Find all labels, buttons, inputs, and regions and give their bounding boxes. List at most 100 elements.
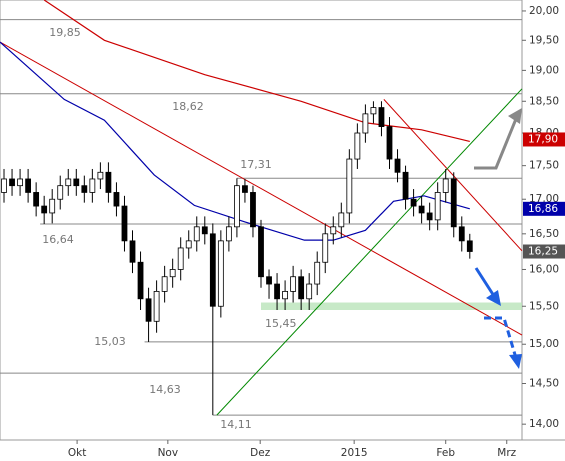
- x-tick-label: Nov: [158, 447, 179, 459]
- candle-body: [298, 276, 305, 300]
- candle-body: [17, 178, 23, 187]
- candle-body: [442, 178, 449, 193]
- price-box-label: 16,86: [528, 203, 558, 215]
- price-box: [523, 244, 565, 259]
- candle-body: [73, 178, 80, 187]
- level-label: 19,85: [49, 26, 81, 39]
- level-label: 15,03: [94, 335, 126, 348]
- candle-body: [282, 290, 288, 300]
- candle-body: [185, 240, 192, 249]
- candle-body: [105, 171, 112, 193]
- y-tick-label: 19,50: [529, 34, 559, 46]
- candle-body: [266, 276, 272, 285]
- candle-body: [274, 283, 280, 300]
- blue-arrow: [474, 267, 496, 297]
- candle-body: [322, 233, 329, 263]
- candle-body: [362, 113, 369, 134]
- level-label: 18,62: [172, 100, 204, 113]
- candle-body: [97, 171, 104, 180]
- candle-body: [338, 212, 345, 228]
- candle-body: [33, 192, 40, 207]
- y-tick-label: 14,50: [529, 378, 559, 390]
- candle-body: [169, 269, 176, 278]
- candle-body: [121, 205, 128, 242]
- y-tick-label: 16,50: [529, 228, 559, 240]
- price-box: [523, 132, 565, 147]
- candle-body: [418, 205, 425, 214]
- y-tick-label: 20,00: [529, 5, 559, 17]
- candle-body: [41, 205, 48, 214]
- y-tick-label: 15,50: [529, 300, 559, 312]
- support-zone: [261, 302, 522, 310]
- candle-body: [346, 158, 353, 214]
- x-tick-label: Feb: [436, 447, 455, 459]
- candle-body: [258, 226, 264, 278]
- blue-arrowhead: [486, 290, 501, 306]
- candle-body: [49, 198, 56, 214]
- candle-body: [330, 226, 337, 235]
- candle-body: [450, 178, 457, 228]
- x-tick-label: Dez: [250, 447, 271, 459]
- candle-body: [402, 171, 409, 200]
- candle-body: [306, 283, 313, 300]
- level-label: 14,11: [220, 418, 252, 431]
- candle-body: [426, 212, 433, 221]
- candle-body: [250, 192, 256, 228]
- candle-body: [57, 185, 64, 200]
- y-tick-label: 15,00: [529, 338, 559, 350]
- candle-body: [113, 192, 120, 207]
- y-tick-label: 14,00: [529, 418, 559, 430]
- candle-body: [177, 247, 184, 270]
- candle-body: [9, 178, 15, 187]
- level-label: 14,63: [149, 383, 181, 396]
- y-tick-label: 19,00: [529, 64, 559, 76]
- trendline: [0, 41, 523, 336]
- candle-body: [314, 261, 321, 285]
- y-tick-label: 18,50: [529, 95, 559, 107]
- candle-body: [153, 290, 160, 322]
- candle-body: [225, 226, 232, 242]
- candle-body: [466, 240, 473, 252]
- candle-body: [434, 192, 441, 221]
- candle-body: [89, 178, 96, 193]
- blue-dashed-arrow: [484, 316, 518, 359]
- candle-body: [458, 226, 465, 242]
- candle-body: [137, 261, 144, 300]
- candle-body: [81, 185, 88, 193]
- candle-body: [193, 226, 200, 242]
- x-tick-label: Okt: [68, 447, 86, 459]
- candle-body: [1, 178, 7, 193]
- candle-body: [209, 233, 216, 307]
- level-label: 17,31: [240, 158, 272, 171]
- candle-body: [217, 240, 224, 307]
- grey-arrow: [474, 113, 520, 170]
- candle-body: [386, 126, 393, 160]
- price-box-label: 16,25: [528, 246, 558, 258]
- candle-body: [290, 276, 297, 292]
- candle-body: [25, 178, 32, 193]
- candle-body: [65, 178, 72, 187]
- candle-body: [242, 185, 248, 193]
- zone-label: 15,45: [265, 317, 297, 330]
- candle-body: [129, 240, 136, 263]
- candle-body: [410, 198, 417, 207]
- trendline: [383, 99, 523, 252]
- candle-body: [370, 107, 377, 115]
- level-label: 16,64: [42, 233, 74, 246]
- candle-body: [234, 185, 240, 228]
- candle-body: [145, 298, 152, 322]
- candle-body: [354, 132, 361, 160]
- candle-body: [161, 276, 168, 292]
- price-box-label: 17,90: [528, 133, 558, 145]
- x-tick-label: Mrz: [497, 447, 516, 459]
- trendline: [216, 88, 523, 416]
- moving-average: [0, 41, 470, 241]
- blue-dashed-arrowhead: [509, 354, 522, 369]
- y-tick-label: 16,00: [529, 263, 559, 275]
- grey-arrowhead: [508, 108, 522, 124]
- candle-body: [394, 158, 401, 173]
- candle-body: [378, 107, 385, 127]
- y-tick-label: 17,50: [529, 160, 559, 172]
- candle-body: [201, 226, 208, 235]
